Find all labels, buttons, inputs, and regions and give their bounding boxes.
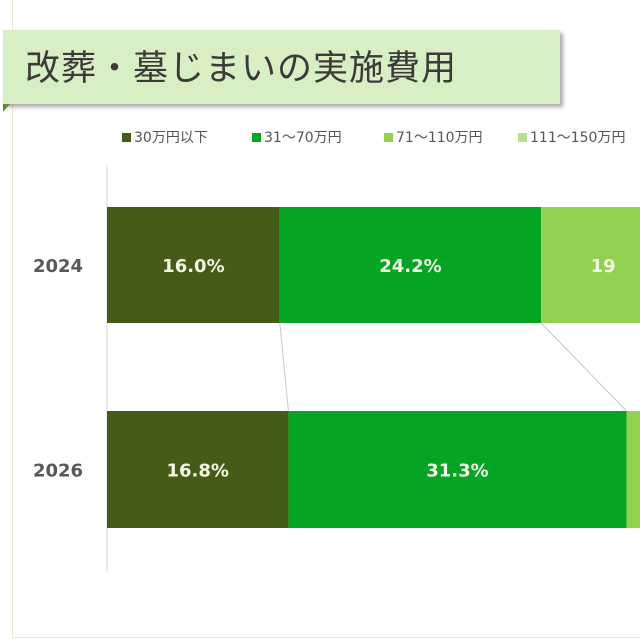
bar-segment (288, 411, 627, 528)
legend-swatch (252, 132, 261, 142)
data-label: 31.3% (426, 461, 488, 482)
legend-label: 31〜70万円 (264, 130, 342, 146)
legend-swatch (518, 132, 527, 142)
legend-swatch (122, 132, 131, 142)
legend-item: 31〜70万円 (252, 127, 342, 147)
data-label: 16.8% (166, 461, 228, 482)
legend-swatch (384, 132, 393, 142)
bar-segment (626, 411, 640, 528)
category-label: 2026 (33, 461, 83, 482)
data-label: 19 (591, 256, 616, 277)
bar-segment (279, 207, 542, 323)
category-label: 2024 (33, 256, 83, 277)
series-connector-line (540, 322, 627, 412)
banner-fold-decoration (3, 104, 10, 112)
legend-label: 111〜150万円 (530, 130, 626, 146)
bar-segment (541, 207, 640, 323)
bar-segment (107, 411, 289, 528)
legend-label: 71〜110万円 (396, 130, 483, 146)
data-label: 24.2% (379, 256, 441, 277)
legend-item: 30万円以下 (122, 127, 208, 147)
legend-item: 71〜110万円 (384, 127, 483, 147)
data-label: 16.0% (162, 256, 224, 277)
slide-frame (12, 0, 640, 638)
chart-title: 改葬・墓じまいの実施費用 (25, 49, 458, 89)
legend-label: 30万円以下 (134, 130, 208, 146)
legend-item: 111〜150万円 (518, 127, 625, 147)
bar-segment (107, 207, 280, 323)
title-banner: 改葬・墓じまいの実施費用 (3, 30, 560, 104)
series-connector-line (279, 322, 289, 412)
